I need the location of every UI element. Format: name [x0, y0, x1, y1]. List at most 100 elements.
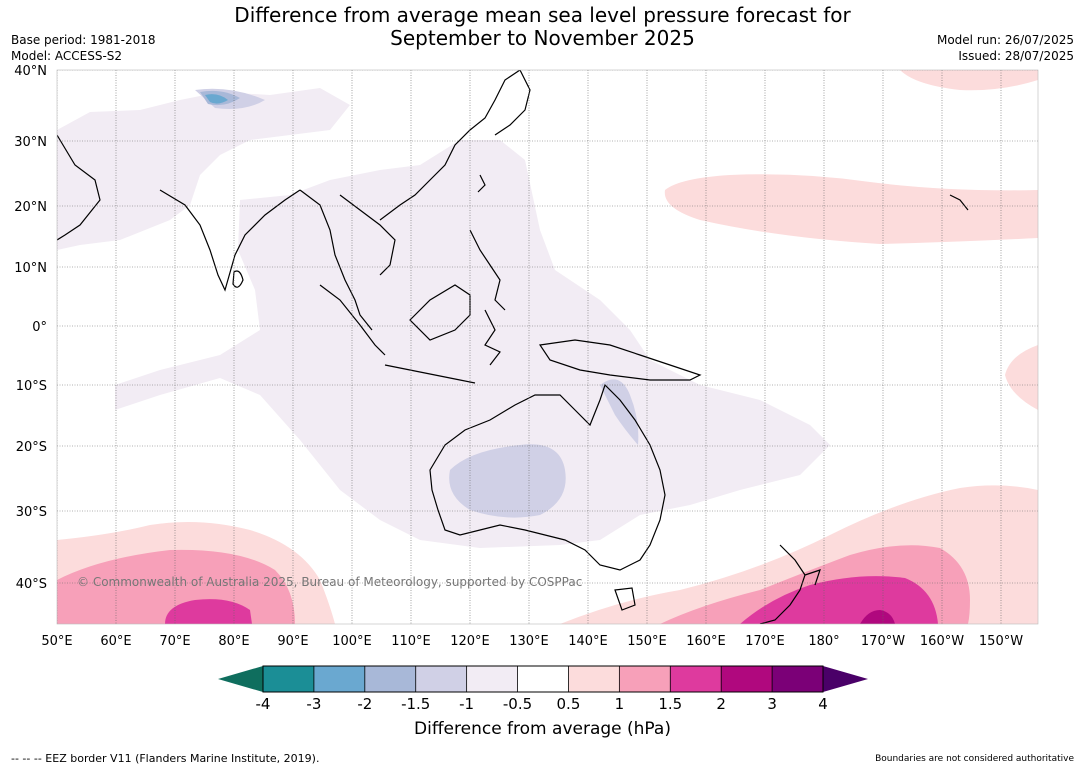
coast-taiwan	[477, 174, 486, 193]
longitude-label: 130°E	[509, 634, 549, 649]
coast-sumatra	[319, 284, 386, 356]
colorbar-tick-label: 2	[716, 695, 726, 713]
colorbar: -4 -3 -2 -1.5 -1 -0.5 0.5 1 1.5 2 3 4	[218, 665, 868, 713]
title-line-2: September to November 2025	[390, 26, 695, 50]
meta-left: Base period: 1981-2018 Model: ACCESS-S2	[11, 32, 156, 64]
colorbar-boxes	[263, 666, 824, 692]
longitude-label: 180°	[808, 634, 839, 649]
coast-tasmania	[614, 587, 636, 611]
neg-anomaly-region	[57, 88, 350, 250]
eez-border-note: -- -- -- EEZ border V11 (Flanders Marine…	[11, 752, 320, 765]
colorbar-box	[364, 666, 417, 692]
colorbar-tick-label: -3	[306, 695, 321, 713]
longitude-label: 170°W	[861, 634, 905, 649]
longitude-label: 150°W	[979, 634, 1023, 649]
model-name: Model: ACCESS-S2	[11, 49, 123, 63]
pos-anomaly-south-pacific-east	[1005, 345, 1038, 410]
neg-anomaly-region-main	[115, 140, 830, 548]
coast-arabia	[57, 134, 101, 241]
colorbar-box	[313, 666, 366, 692]
latitude-label: 30°N	[14, 135, 47, 150]
neg-anomaly-queensland	[600, 379, 639, 445]
longitude-label: 160°W	[920, 634, 964, 649]
meta-right: Model run: 26/07/2025 Issued: 28/07/2025	[937, 32, 1074, 64]
colorbar-box	[466, 666, 519, 692]
latitude-label: 20°N	[14, 200, 47, 215]
longitude-label: 110°E	[391, 634, 431, 649]
longitude-label: 140°E	[568, 634, 608, 649]
colorbar-high-extend	[823, 666, 868, 692]
coast-sri-lanka	[232, 270, 244, 288]
coast-hawaii	[949, 194, 969, 211]
colorbar-tick-label: 1.5	[658, 695, 682, 713]
longitude-label: 50°E	[41, 634, 72, 649]
colorbar-box	[670, 666, 722, 692]
colorbar-tick-label: 4	[818, 695, 828, 713]
coast-sulawesi	[484, 309, 501, 366]
coast-indochina	[299, 189, 396, 331]
neg-anomaly-himalaya-3	[205, 94, 228, 104]
longitude-label: 90°E	[277, 634, 308, 649]
issued-date: Issued: 28/07/2025	[958, 49, 1074, 63]
map-frame	[56, 69, 1039, 625]
longitude-label: 150°E	[627, 634, 667, 649]
coast-new-guinea	[538, 339, 702, 381]
base-period: Base period: 1981-2018	[11, 33, 156, 47]
latitude-label: 40°N	[14, 64, 47, 79]
colorbar-tick-label: -2	[357, 695, 372, 713]
coast-new-zealand	[759, 544, 821, 624]
colorbar-box	[415, 666, 468, 692]
longitude-label: 160°E	[686, 634, 726, 649]
pos-anomaly-north-pacific	[664, 174, 1038, 244]
colorbar-box	[721, 666, 773, 692]
pos-anomaly-south-east-4	[860, 610, 895, 624]
colorbar-tick-label: -4	[256, 695, 271, 713]
colorbar-tick-label: 0.5	[557, 695, 581, 713]
coast-japan	[494, 70, 531, 136]
colorbar-box	[619, 666, 671, 692]
longitude-label: 70°E	[159, 634, 190, 649]
boundaries-disclaimer: Boundaries are not considered authoritat…	[875, 754, 1074, 764]
copyright-text: © Commonwealth of Australia 2025, Bureau…	[77, 575, 582, 589]
colorbar-box	[263, 666, 315, 692]
longitude-label: 100°E	[332, 634, 372, 649]
longitude-label: 80°E	[218, 634, 249, 649]
colorbar-tick-label: -1	[459, 695, 474, 713]
model-run: Model run: 26/07/2025	[936, 33, 1074, 47]
longitude-labels: 50°E 60°E 70°E 80°E 90°E 100°E 110°E 120°E 130°E…	[41, 634, 1023, 649]
title-line-1: Difference from average mean sea level p…	[234, 3, 851, 27]
latitude-label: 20°S	[16, 440, 47, 455]
anomaly-contours	[57, 70, 1038, 624]
colorbar-tick-label: -1.5	[401, 695, 430, 713]
colorbar-box	[568, 666, 620, 692]
latitude-label: 30°S	[16, 505, 47, 520]
colorbar-tick-label: -0.5	[503, 695, 532, 713]
coast-australia	[429, 383, 666, 571]
longitude-label: 120°E	[450, 634, 490, 649]
latitude-label: 0°	[32, 320, 47, 335]
coast-java	[384, 364, 476, 384]
pos-anomaly-north-pacific-top	[900, 70, 1038, 91]
longitude-label: 60°E	[100, 634, 131, 649]
pos-anomaly-south-east-3	[740, 576, 938, 624]
neg-anomaly-australia	[449, 444, 566, 518]
longitude-label: 170°E	[745, 634, 785, 649]
colorbar-tick-label: 3	[767, 695, 777, 713]
gridlines	[57, 70, 1038, 624]
coast-india	[159, 189, 301, 292]
latitude-label: 10°S	[16, 379, 47, 394]
latitude-labels: 40°N 30°N 20°N 10°N 0° 10°S 20°S 30°S 40°S	[14, 64, 47, 592]
latitude-label: 10°N	[14, 261, 47, 276]
colorbar-box	[772, 666, 824, 692]
colorbar-ticks: -4 -3 -2 -1.5 -1 -0.5 0.5 1 1.5 2 3 4	[256, 666, 828, 713]
colorbar-tick-label: 1	[615, 695, 625, 713]
colorbar-low-extend	[218, 666, 263, 692]
coast-philippines	[469, 229, 506, 311]
colorbar-box	[517, 666, 569, 692]
latitude-label: 40°S	[16, 577, 47, 592]
pos-anomaly-south-3	[165, 599, 252, 624]
colorbar-label: Difference from average (hPa)	[414, 719, 671, 739]
map-title: Difference from average mean sea level p…	[0, 4, 1085, 50]
coast-china	[379, 70, 521, 221]
